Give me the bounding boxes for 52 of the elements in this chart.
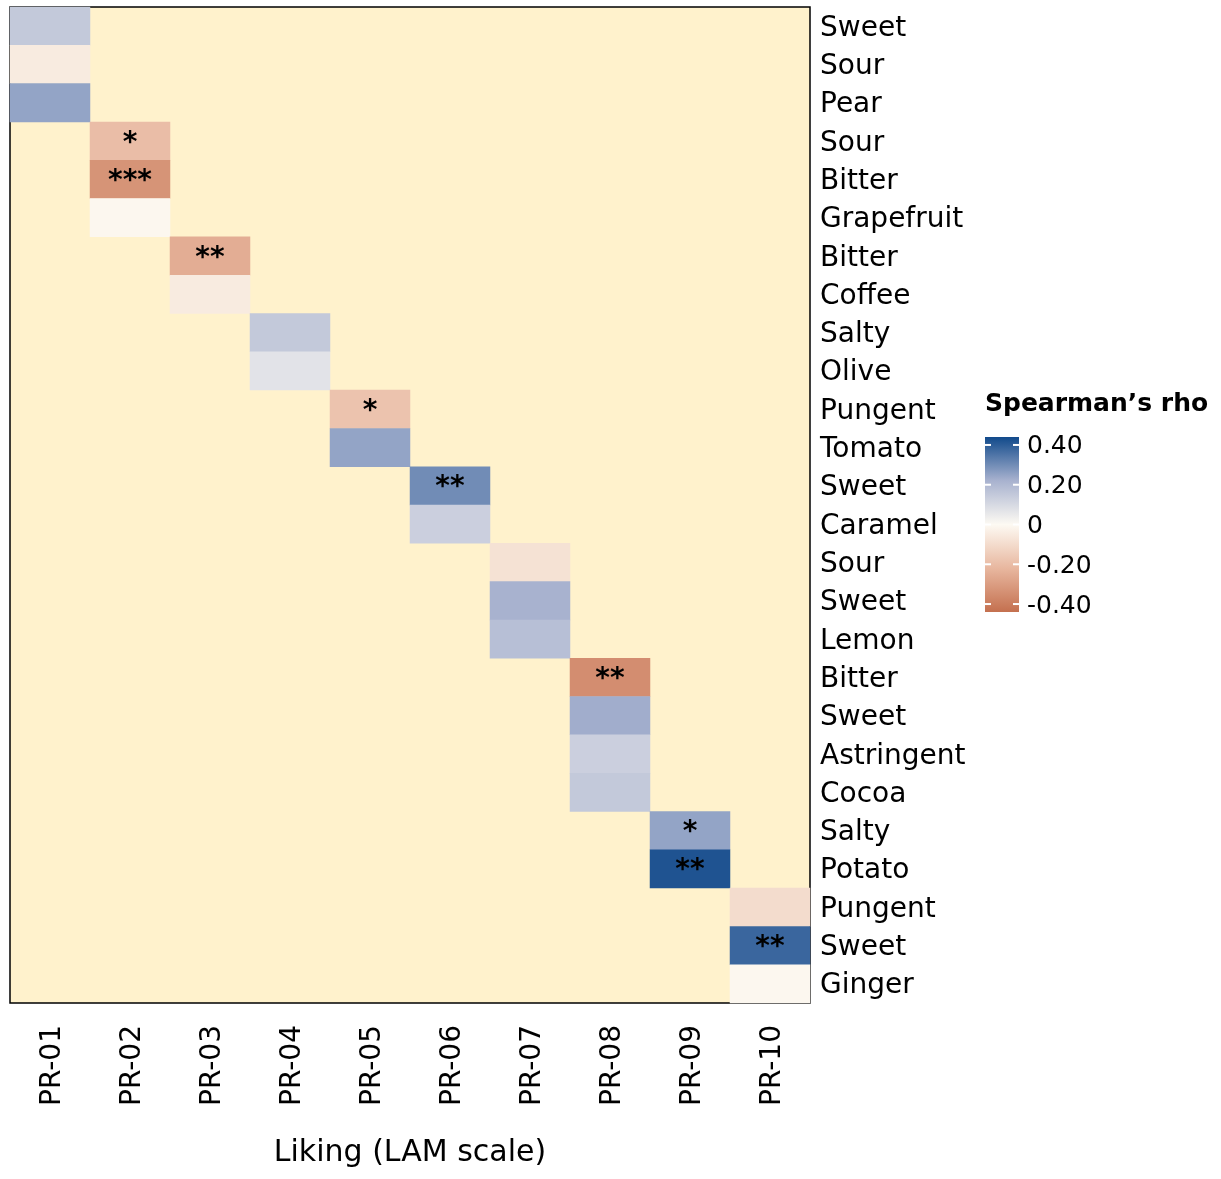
x-tick-label: PR-06 [433,1025,467,1106]
y-tick-label: Coffee [820,277,911,311]
x-tick-label: PR-05 [353,1025,387,1106]
data-label: ** [755,929,785,963]
y-tick-label: Sweet [820,584,907,618]
y-tick-label: Ginger [820,967,915,1001]
color-bar-label: 0.20 [1027,470,1083,500]
color-bar-title: Spearman’s rho [985,388,1209,417]
data-label: *** [108,162,153,196]
y-tick-label: Cocoa [820,775,907,809]
y-tick-label: Salty [820,814,891,848]
y-tick-label: Bitter [820,239,899,273]
x-tick-label: PR-03 [193,1025,227,1106]
y-tick-label: Sour [820,545,885,579]
x-tick-label: PR-08 [593,1025,627,1106]
y-tick-label: Pungent [820,392,936,426]
color-bar-label: 0.40 [1027,430,1083,460]
data-label: * [362,392,378,426]
x-tick-label: PR-02 [113,1025,147,1106]
data-label: ** [595,660,625,694]
y-tick-label: Sweet [820,929,907,963]
y-tick-label: Lemon [820,622,915,656]
data-label: ** [675,852,705,886]
y-tick-label: Sour [820,47,885,81]
y-tick-label: Sweet [820,469,907,503]
color-bar-label: -0.20 [1027,549,1092,579]
x-axis-title: Liking (LAM scale) [273,1132,547,1168]
data-label: ** [195,239,225,273]
x-tick-label: PR-09 [673,1025,707,1106]
data-label: ** [435,469,465,503]
y-tick-label: Bitter [820,162,899,196]
y-tick-label: Pear [820,86,883,120]
x-tick-label: PR-07 [513,1025,547,1106]
x-tick-label: PR-10 [753,1025,787,1106]
x-tick-label: PR-01 [33,1025,67,1106]
y-tick-label: Tomato [819,431,923,465]
data-label: * [682,814,698,848]
y-tick-label: Sweet [820,9,907,43]
data-label: * [122,124,138,158]
y-tick-label: Astringent [820,737,966,771]
y-tick-label: Olive [820,354,892,388]
y-tick-label: Caramel [820,507,938,541]
y-tick-label: Sour [820,124,885,158]
y-tick-label: Pungent [820,890,936,924]
y-tick-label: Bitter [820,660,899,694]
y-tick-label: Potato [820,852,910,886]
x-tick-label: PR-04 [273,1025,307,1106]
color-bar-label: 0 [1027,510,1043,539]
y-tick-label: Salty [820,316,891,350]
y-tick-label: Grapefruit [820,201,964,235]
color-bar-label: -0.40 [1027,589,1092,619]
y-tick-label: Sweet [820,699,907,733]
